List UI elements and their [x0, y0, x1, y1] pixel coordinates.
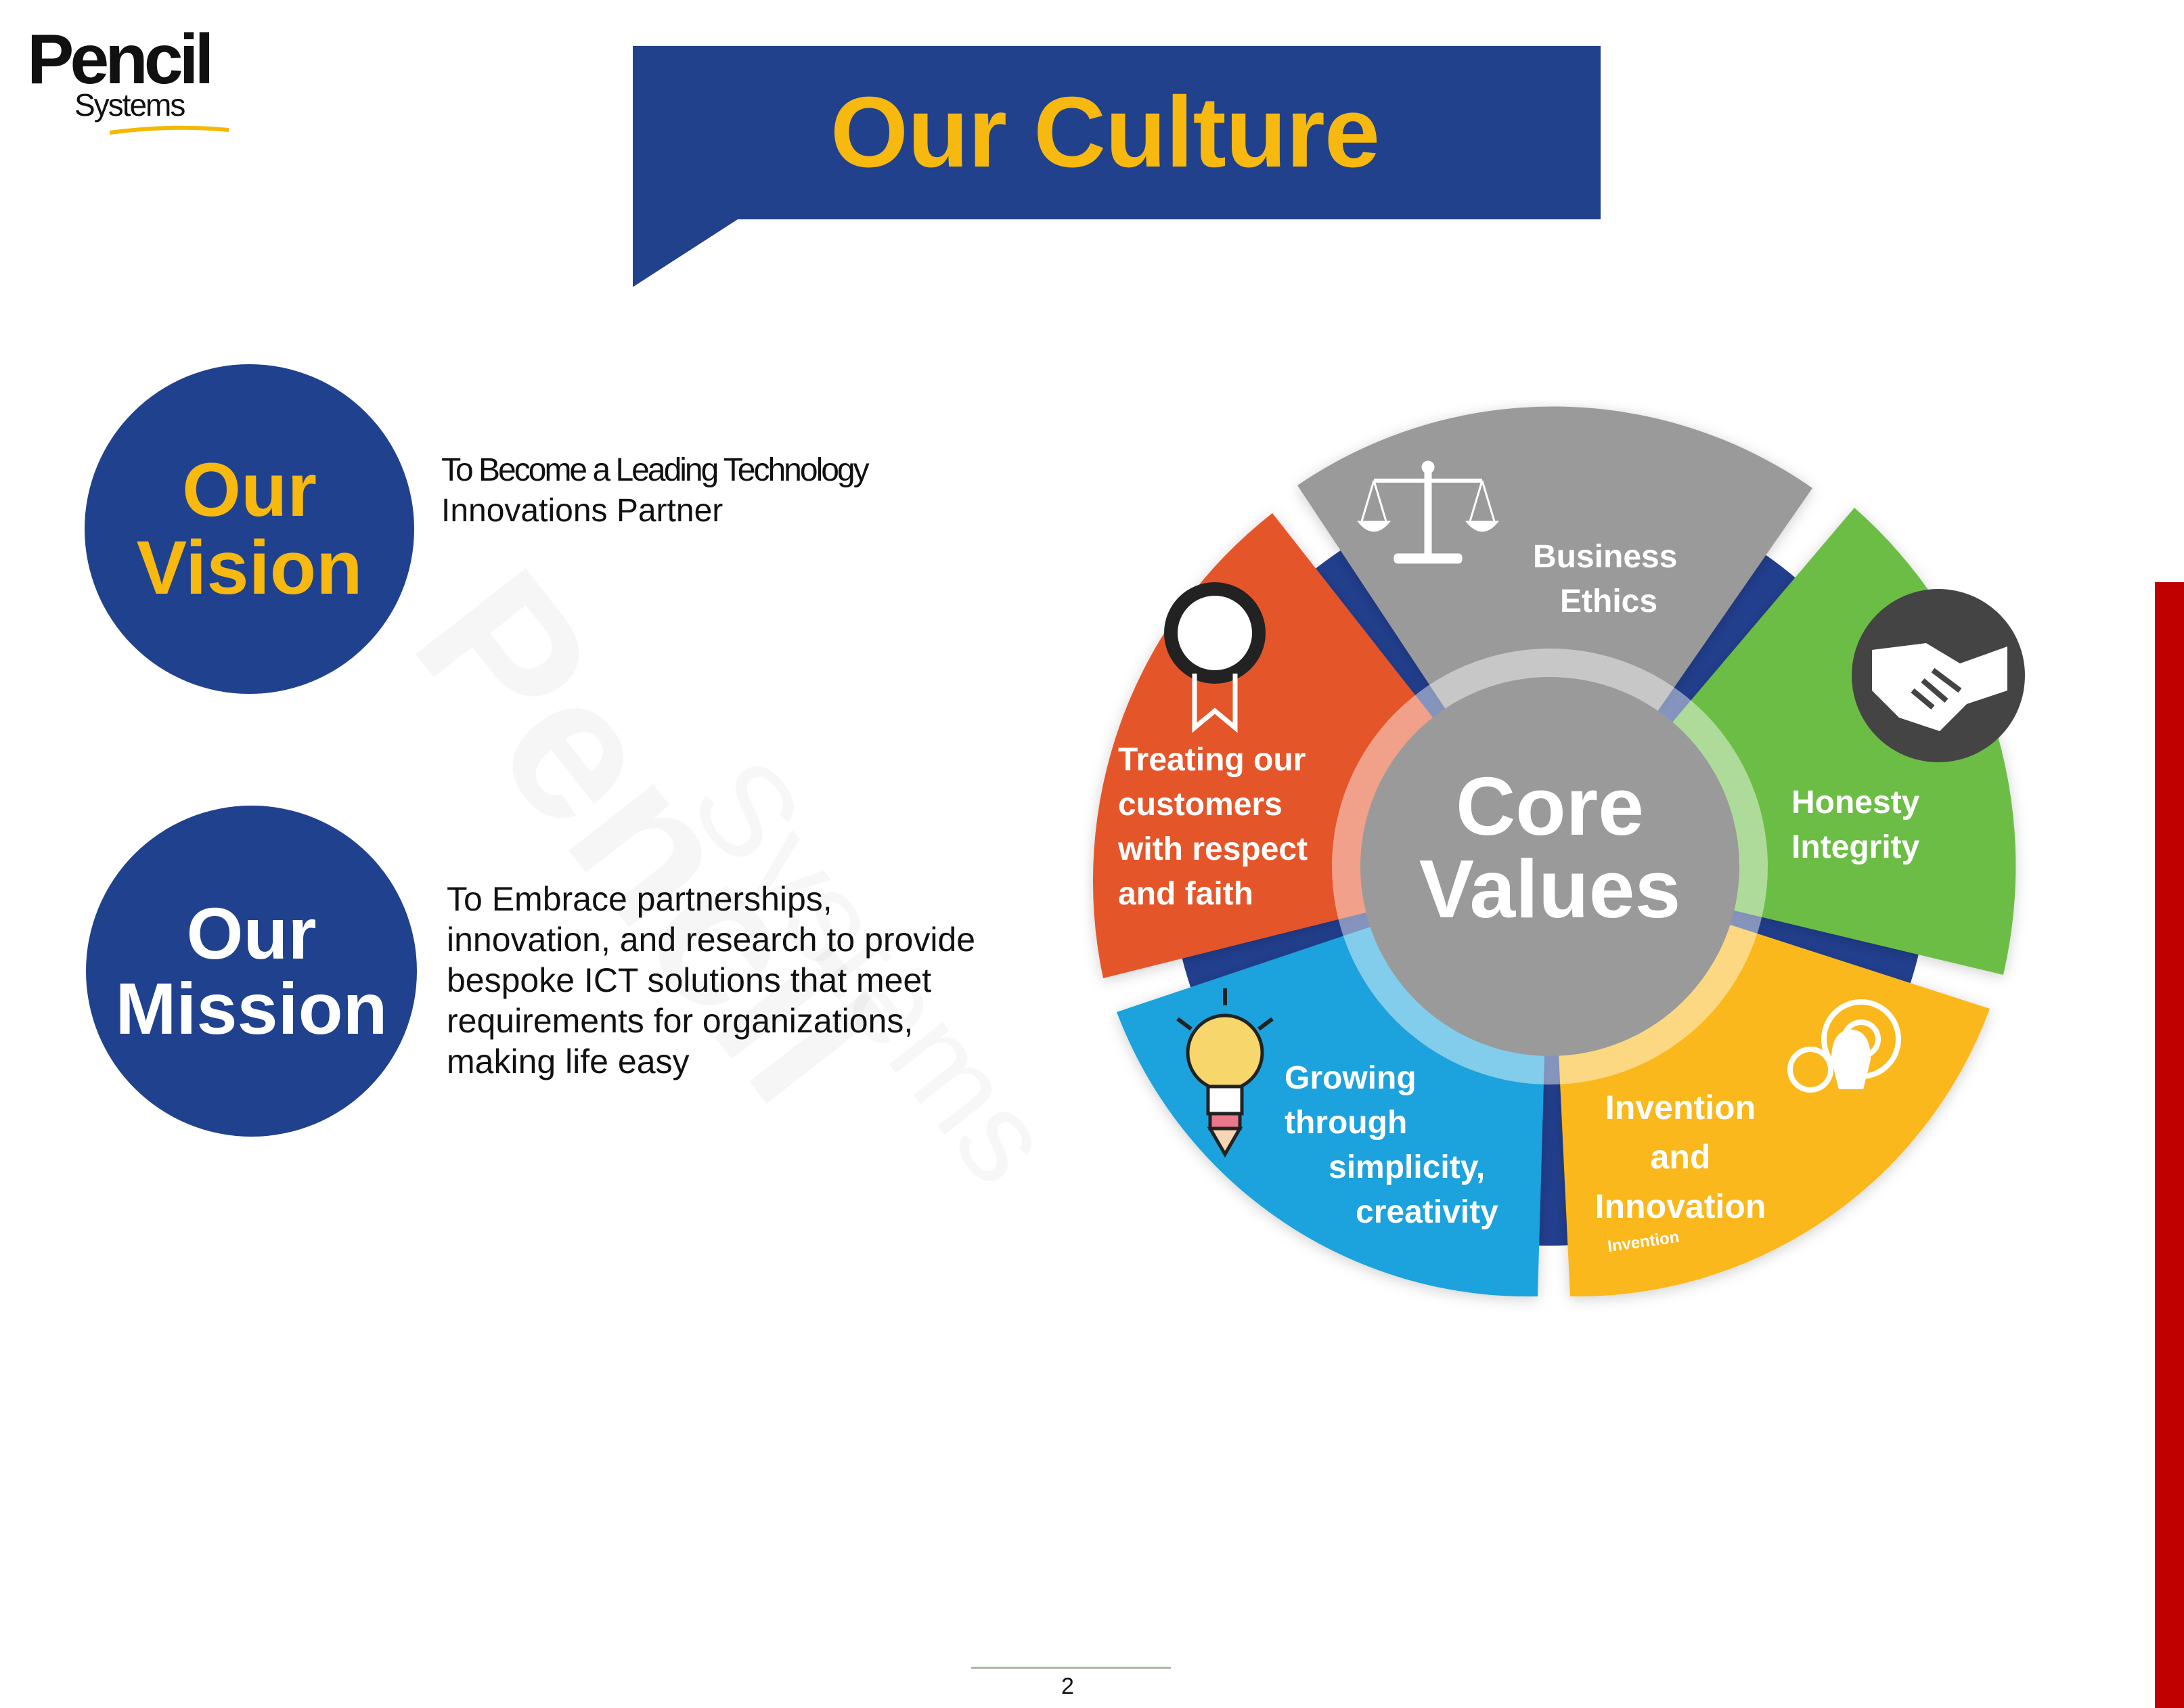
mission-text-line: bespoke ICT solutions that meet: [447, 961, 932, 999]
core-values-wheel: Business Ethics Honesty Integrity Invent…: [1056, 399, 2044, 1334]
label-invention: Invention and Innovation: [1595, 1089, 1766, 1225]
gear-bulb-icon: [1787, 999, 1901, 1093]
vision-heading-line2: Vision: [136, 525, 363, 610]
core-circle: [1360, 677, 1739, 1056]
vision-heading-line1: Our: [181, 447, 317, 533]
page-title: Our Culture: [830, 76, 1380, 188]
label-honesty: Honesty Integrity: [1791, 785, 1920, 865]
mission-text-line: requirements for organizations,: [447, 1002, 914, 1040]
footer-divider: [971, 1667, 1171, 1669]
mission-badge: Our Mission: [86, 806, 417, 1137]
page-number: 2: [1061, 1673, 1074, 1699]
mission-text-line: innovation, and research to provide: [447, 921, 976, 959]
label-growing: Growing through simplicity, creativity: [1285, 1060, 1498, 1230]
mission-text-line: making life easy: [447, 1043, 690, 1080]
mission-statement: To Embrace partnerships, innovation, and…: [447, 879, 1022, 1082]
vision-statement: To Become a Leading Technology Innovatio…: [441, 450, 956, 531]
label-treating: Treating our customers with respect and …: [1118, 742, 1308, 912]
logo-swoosh-icon: [109, 125, 229, 135]
vision-text-line: To Become a Leading Technology: [441, 452, 870, 488]
mission-heading-line1: Our: [186, 892, 317, 975]
lightbulb-pencil-icon: [1176, 988, 1274, 1158]
vision-badge: Our Vision: [85, 364, 414, 694]
label-business-ethics: Business Ethics: [1533, 539, 1678, 619]
core-values-title: Core Values: [1419, 760, 1681, 935]
pencil-systems-logo: Pencil Systems: [27, 20, 230, 135]
handshake-icon: [1852, 589, 2025, 762]
title-banner: [633, 46, 1601, 219]
mission-heading-line2: Mission: [115, 967, 388, 1049]
logo-subword: Systems: [74, 87, 185, 123]
vision-text-line: Innovations Partner: [441, 493, 723, 529]
banner-tail: [633, 219, 738, 287]
mission-text-line: To Embrace partnerships,: [447, 880, 832, 918]
award-ribbon-icon: [1164, 582, 1266, 733]
scales-icon: [1356, 460, 1500, 564]
logo-word: Pencil: [27, 20, 214, 99]
accent-bar: [2155, 582, 2184, 1708]
